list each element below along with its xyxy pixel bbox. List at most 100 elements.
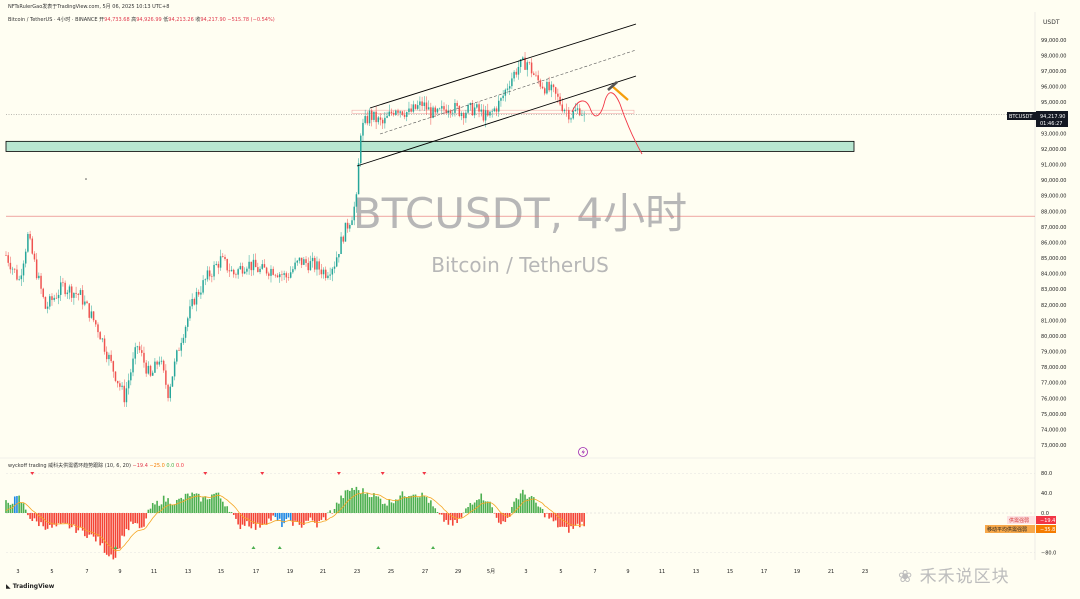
candle xyxy=(581,110,583,117)
candle xyxy=(425,96,428,115)
candle xyxy=(436,108,439,114)
candle-body xyxy=(430,107,432,118)
candle xyxy=(454,99,456,117)
candle xyxy=(438,107,441,110)
hist-bar xyxy=(412,494,415,513)
time-tick-label: 19 xyxy=(794,569,800,575)
hist-bar xyxy=(303,513,305,525)
candle-body xyxy=(222,256,224,258)
lightning-icon[interactable] xyxy=(578,447,588,457)
candle xyxy=(349,223,351,232)
candle xyxy=(340,232,342,255)
hist-bar xyxy=(305,513,307,521)
candle xyxy=(386,111,388,119)
hist-bar xyxy=(165,501,167,513)
candle xyxy=(60,275,62,301)
candle xyxy=(384,111,386,129)
price-tick-label: 83,000.00 xyxy=(1041,287,1066,293)
candle xyxy=(519,59,522,73)
hist-bar xyxy=(436,512,439,513)
channel-upper-line xyxy=(369,23,637,109)
indicator-val1: −19.4 xyxy=(132,463,148,469)
hist-bar xyxy=(539,507,542,513)
hist-bar xyxy=(250,513,253,529)
candle-body xyxy=(462,113,465,119)
candle xyxy=(276,273,279,278)
symbol-line[interactable]: Bitcoin / TetherUS · 4小时 · BINANCE xyxy=(8,17,98,23)
hist-bar xyxy=(132,513,134,524)
candle xyxy=(408,101,410,115)
hist-bar xyxy=(261,513,264,526)
candle-body xyxy=(237,269,239,275)
candle-body xyxy=(311,257,314,262)
candle-body xyxy=(200,292,202,295)
candle xyxy=(127,373,130,395)
candle xyxy=(42,287,44,299)
hist-bar xyxy=(143,513,145,527)
candle xyxy=(162,359,165,373)
hist-bar xyxy=(162,495,165,513)
candle-body xyxy=(362,122,364,136)
time-tick-label: 21 xyxy=(828,569,834,575)
hist-bar xyxy=(340,495,342,513)
hist-bar xyxy=(18,495,20,513)
candle-body xyxy=(33,253,36,260)
indicator-val3: 0.0 xyxy=(166,463,175,469)
candle-body xyxy=(64,282,66,295)
time-axis[interactable]: 3 5 7 9 11 13 15 17 19 21 23 25 27 29 5月 3 5 7 9 11 13 15 17 19… xyxy=(16,569,868,575)
hist-bar xyxy=(265,513,268,525)
hist-bar xyxy=(147,509,150,513)
candle-body xyxy=(351,220,353,225)
hist-bar xyxy=(528,497,531,513)
hist-bar xyxy=(55,513,58,527)
candle-body xyxy=(103,338,106,352)
candle xyxy=(46,301,49,314)
candle-body xyxy=(416,105,419,109)
hist-bar xyxy=(49,513,51,525)
hist-bar xyxy=(180,497,182,513)
candle xyxy=(452,110,454,117)
price-tick-label: 81,000.00 xyxy=(1041,318,1066,324)
change-value: −515.78 (−0.54%) xyxy=(227,17,275,23)
candle xyxy=(530,58,533,78)
candle-body xyxy=(381,119,384,124)
price-axis[interactable]: 99,000.00 98,000.00 97,000.00 96,000.00 95,0… xyxy=(1041,38,1066,449)
candle xyxy=(206,266,209,282)
candle-body xyxy=(298,257,301,261)
candle xyxy=(305,256,307,267)
candle-body xyxy=(364,116,366,123)
price-tick-label: 93,000.00 xyxy=(1041,131,1066,137)
candle xyxy=(493,106,496,113)
hist-bar xyxy=(31,513,34,522)
candle-body xyxy=(176,350,178,362)
hist-bar xyxy=(191,492,193,513)
hist-bar xyxy=(583,513,585,527)
candle-body xyxy=(279,274,281,278)
hist-bar xyxy=(430,500,432,513)
hist-bar xyxy=(33,513,36,519)
candle xyxy=(533,71,535,76)
tradingview-logo[interactable]: ◣ TradingView xyxy=(6,583,54,590)
hist-bar xyxy=(532,497,535,513)
hist-bar xyxy=(502,513,504,522)
candle xyxy=(362,118,364,142)
candle xyxy=(576,102,579,114)
hist-bar xyxy=(515,498,518,513)
candle-body xyxy=(338,253,340,258)
sell-marker xyxy=(422,472,427,475)
candle-body xyxy=(92,311,95,321)
hist-bar xyxy=(237,513,239,525)
hist-bar xyxy=(384,503,386,513)
indicator-title[interactable]: wyckoff trading 威科夫供需循环趋势跟踪 (10, 6, 20) xyxy=(8,463,131,469)
candle-body xyxy=(528,62,531,63)
hist-bar xyxy=(397,499,399,513)
hist-bar xyxy=(506,513,509,518)
price-tick-label: 76,000.00 xyxy=(1041,396,1066,402)
currency-label[interactable]: USDT xyxy=(1043,19,1060,26)
hist-bar xyxy=(184,493,187,513)
candle-body xyxy=(353,206,355,221)
candle xyxy=(504,88,507,102)
candle-body xyxy=(281,274,283,275)
hist-bar xyxy=(522,489,524,513)
hist-bar xyxy=(416,497,419,513)
